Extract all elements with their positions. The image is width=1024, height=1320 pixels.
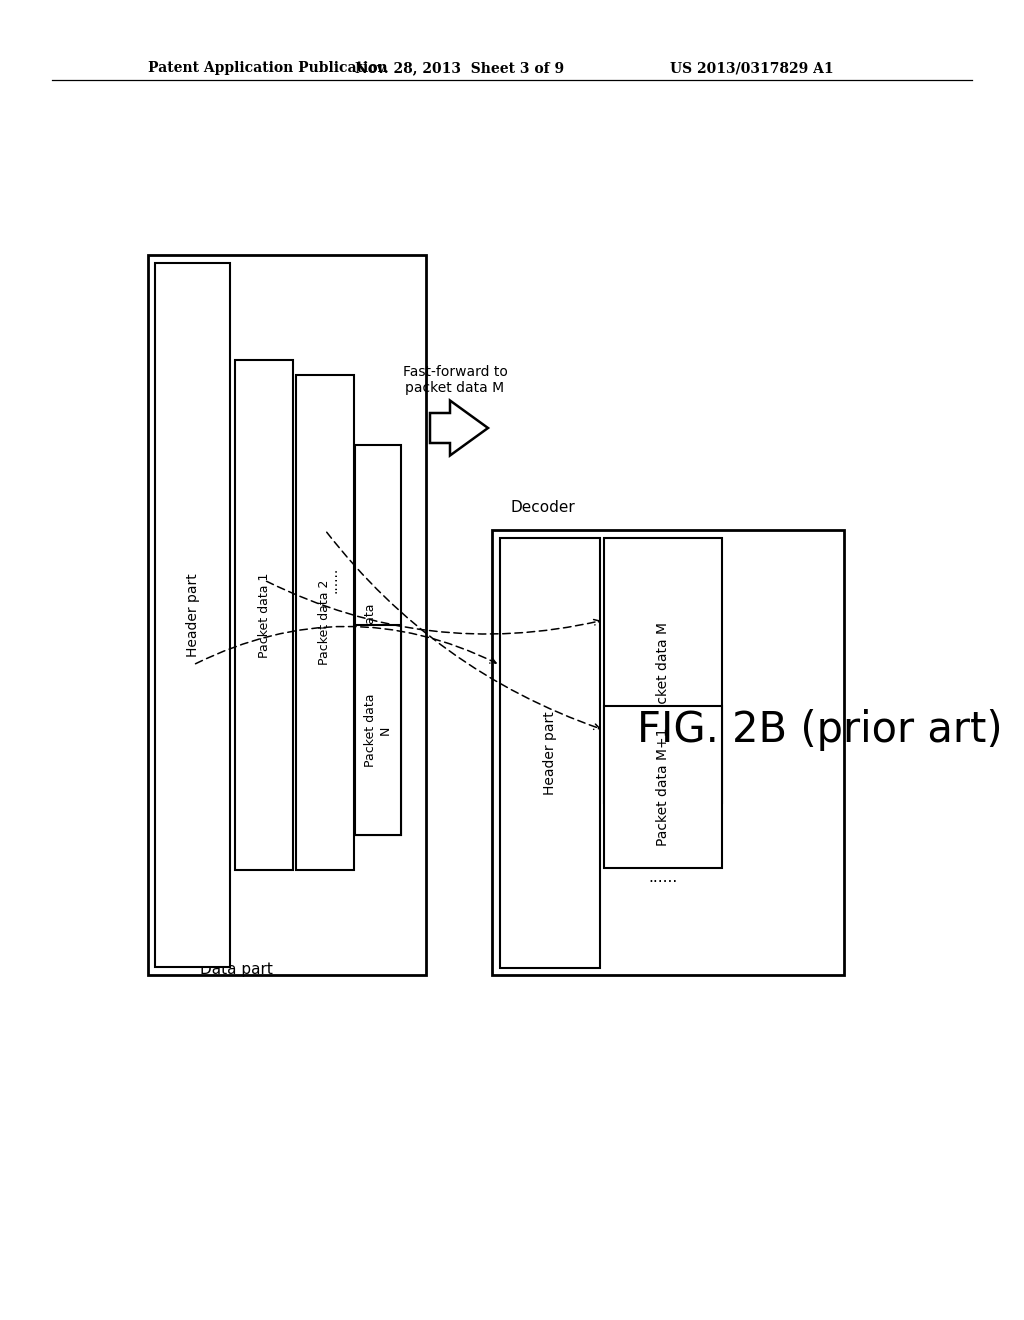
- Bar: [296, 375, 354, 870]
- Text: Patent Application Publication: Patent Application Publication: [148, 61, 388, 75]
- Text: Data part: Data part: [200, 962, 272, 977]
- Text: Packet data 1: Packet data 1: [257, 573, 270, 657]
- Text: Packet data 2: Packet data 2: [318, 579, 332, 665]
- Bar: [492, 531, 844, 975]
- Bar: [148, 255, 426, 975]
- Text: ......: ......: [326, 566, 340, 593]
- Bar: [234, 360, 293, 870]
- Text: Header part: Header part: [543, 711, 557, 795]
- Text: Packet data
N-1: Packet data N-1: [364, 603, 392, 677]
- Bar: [604, 539, 722, 803]
- Bar: [155, 263, 230, 968]
- Text: Packet data
N: Packet data N: [364, 693, 392, 767]
- Bar: [355, 624, 401, 836]
- Text: Nov. 28, 2013  Sheet 3 of 9: Nov. 28, 2013 Sheet 3 of 9: [355, 61, 564, 75]
- Text: Fast-forward to
packet data M: Fast-forward to packet data M: [402, 364, 508, 395]
- Bar: [500, 539, 600, 968]
- Text: Packet data M+1: Packet data M+1: [656, 727, 670, 846]
- Text: Packet data M: Packet data M: [656, 622, 670, 719]
- Bar: [355, 445, 401, 836]
- Text: FIG. 2B (prior art): FIG. 2B (prior art): [637, 709, 1002, 751]
- Text: Decoder: Decoder: [510, 500, 574, 515]
- Text: ......: ......: [648, 870, 678, 886]
- Bar: [604, 706, 722, 869]
- Text: US 2013/0317829 A1: US 2013/0317829 A1: [670, 61, 834, 75]
- Polygon shape: [430, 400, 488, 455]
- Text: Header part: Header part: [185, 573, 200, 657]
